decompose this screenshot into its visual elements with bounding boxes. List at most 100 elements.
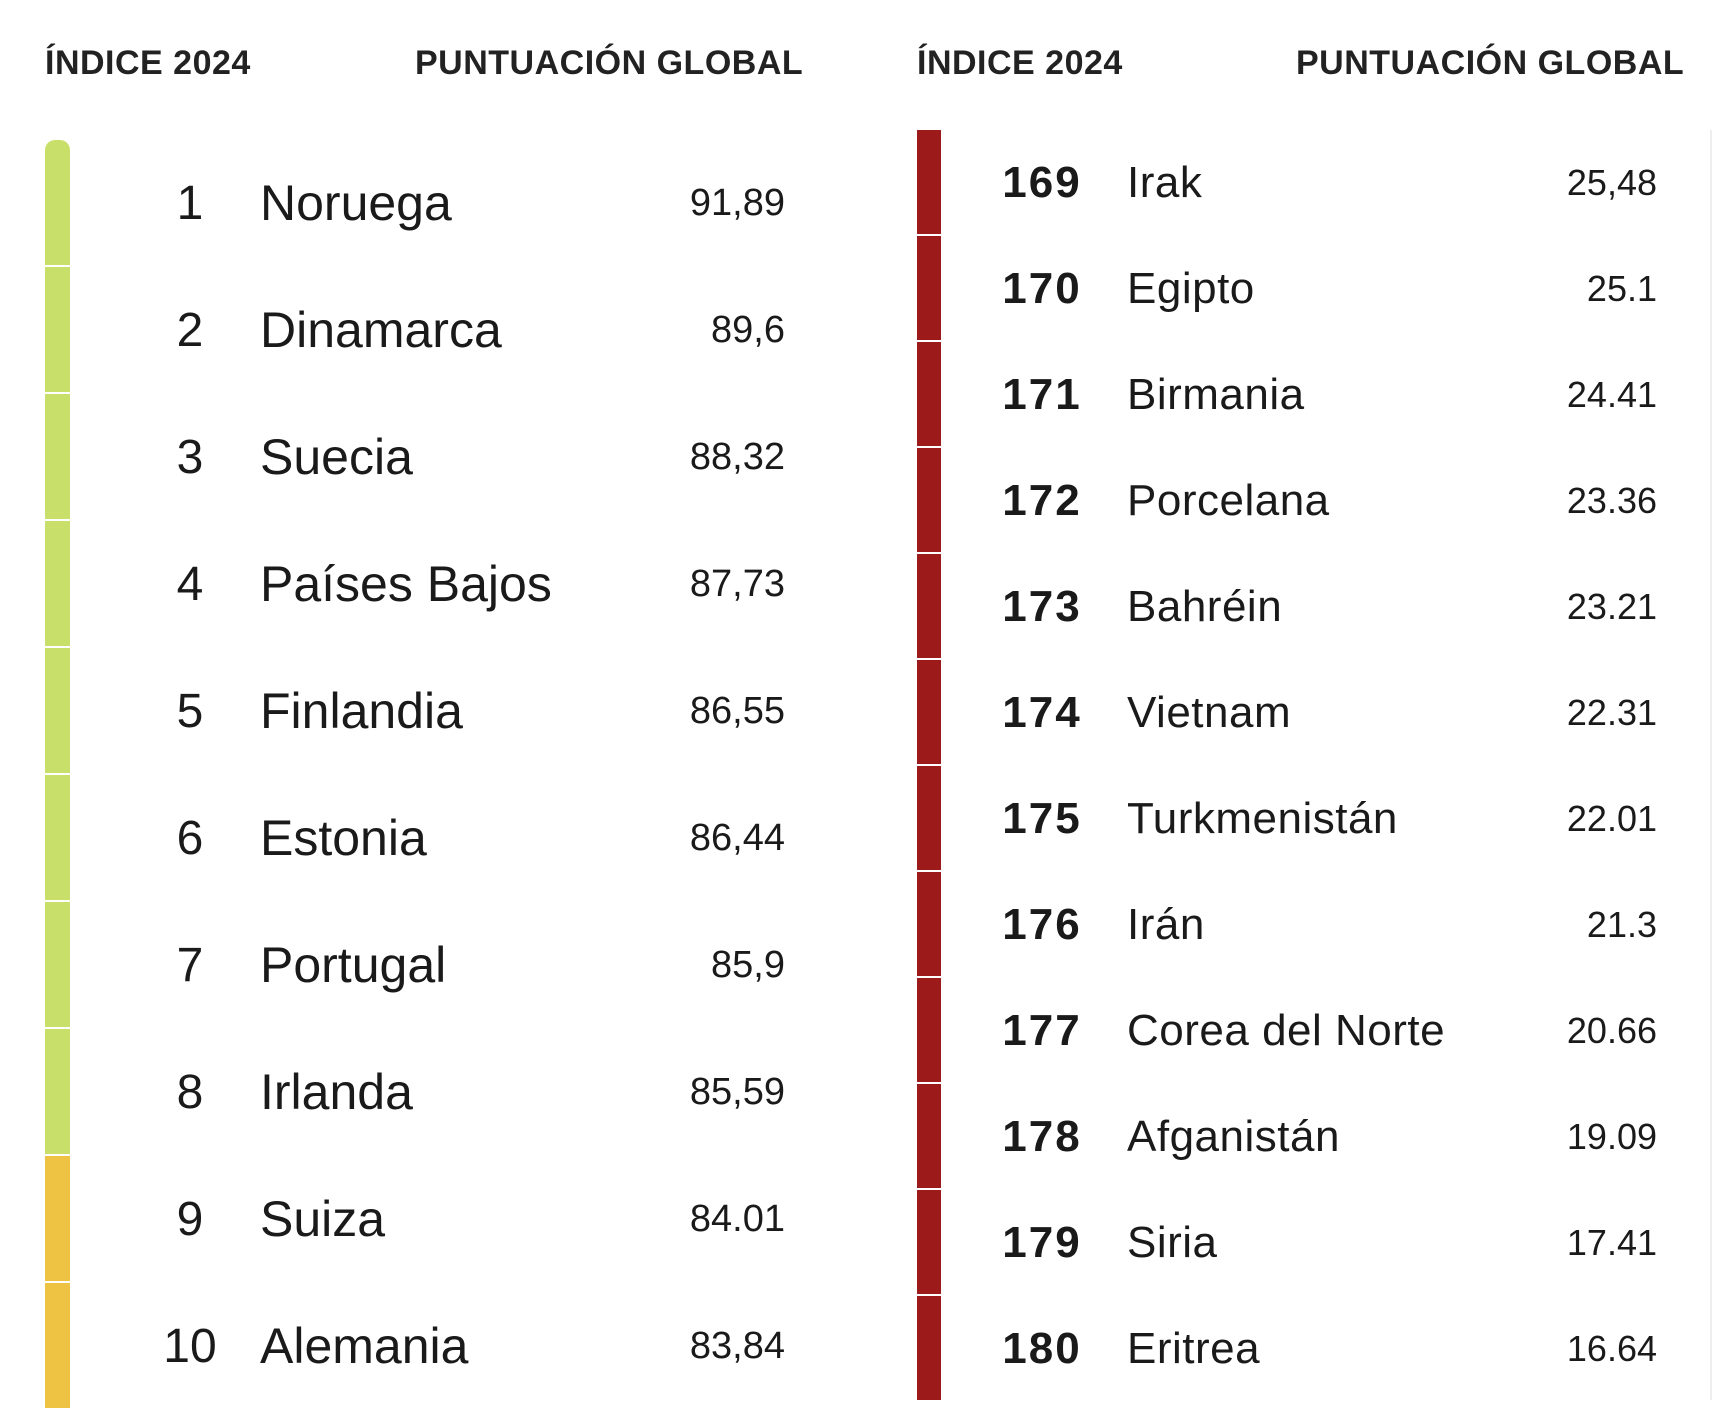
country-name: Países Bajos: [260, 556, 552, 612]
rank-value: 171: [1002, 370, 1082, 419]
country-name: Noruega: [260, 175, 452, 231]
table-row: 1 Noruega 91,89: [45, 140, 785, 267]
score-value: 23.21: [1566, 586, 1657, 627]
country-name: Eritrea: [1127, 1324, 1261, 1373]
table-row: 178 Afganistán 19.09: [917, 1084, 1697, 1190]
rank-value: 8: [176, 1066, 204, 1119]
score-color-bar: [917, 1190, 941, 1294]
rank-value: 9: [176, 1193, 204, 1246]
score-value: 86,55: [689, 690, 785, 732]
score-value: 86,44: [689, 817, 785, 859]
rank-value: 177: [1002, 1006, 1082, 1055]
rank-value: 2: [176, 304, 204, 357]
table-row: 9 Suiza 84.01: [45, 1156, 785, 1283]
country-name: Portugal: [260, 937, 447, 993]
country-name: Siria: [1127, 1218, 1218, 1267]
score-color-bar: [45, 267, 70, 392]
table-row: 180 Eritrea 16.64: [917, 1296, 1697, 1402]
score-color-bar: [917, 130, 941, 234]
score-value: 22.31: [1566, 692, 1657, 733]
table-row: 172 Porcelana 23.36: [917, 448, 1697, 554]
table-row: 6 Estonia 86,44: [45, 775, 785, 902]
score-color-bar: [45, 1029, 70, 1154]
score-color-bar: [45, 1283, 70, 1408]
global-score-header: PUNTUACIÓN GLOBAL: [1296, 44, 1685, 82]
country-name: Estonia: [260, 810, 427, 866]
country-name: Alemania: [260, 1318, 469, 1374]
score-color-bar: [45, 648, 70, 773]
table-row: 173 Bahréin 23.21: [917, 554, 1697, 660]
score-color-bar: [917, 236, 941, 340]
table-row: 169 Irak 25,48: [917, 130, 1697, 236]
table-row: 174 Vietnam 22.31: [917, 660, 1697, 766]
score-value: 24.41: [1566, 374, 1657, 415]
top-ranking-table: 1 Noruega 91,89 2 Dinamarca 89,6 3 Suecia 88,32 4…: [45, 140, 785, 1415]
score-value: 21.3: [1586, 904, 1657, 945]
score-value: 22.01: [1566, 798, 1657, 839]
country-name: Turkmenistán: [1127, 794, 1398, 843]
score-value: 85,59: [689, 1071, 785, 1113]
rank-value: 7: [176, 939, 204, 992]
score-value: 83,84: [689, 1325, 785, 1367]
country-name: Suecia: [260, 429, 413, 485]
score-color-bar: [917, 872, 941, 976]
country-name: Irlanda: [260, 1064, 413, 1120]
index-2024-header: ÍNDICE 2024: [45, 44, 251, 82]
score-color-bar: [45, 1156, 70, 1281]
score-value: 19.09: [1566, 1116, 1657, 1157]
country-name: Porcelana: [1127, 476, 1330, 525]
table-row: 171 Birmania 24.41: [917, 342, 1697, 448]
score-value: 16.64: [1566, 1328, 1657, 1369]
score-color-bar: [917, 554, 941, 658]
score-color-bar: [45, 394, 70, 519]
score-color-bar: [917, 660, 941, 764]
score-color-bar: [45, 775, 70, 900]
score-color-bar: [917, 978, 941, 1082]
rank-value: 1: [176, 177, 204, 230]
index-2024-header: ÍNDICE 2024: [917, 44, 1123, 82]
country-name: Finlandia: [260, 683, 463, 739]
score-color-bar: [917, 448, 941, 552]
score-color-bar: [917, 766, 941, 870]
rank-value: 4: [176, 558, 204, 611]
score-value: 20.66: [1566, 1010, 1657, 1051]
score-color-bar: [917, 1084, 941, 1188]
table-row: 10 Alemania 83,84: [45, 1283, 785, 1410]
table-row: 175 Turkmenistán 22.01: [917, 766, 1697, 872]
country-name: Irak: [1127, 158, 1203, 207]
score-value: 25,48: [1566, 162, 1657, 203]
score-color-bar: [45, 521, 70, 646]
country-name: Egipto: [1127, 264, 1255, 313]
table-row: 177 Corea del Norte 20.66: [917, 978, 1697, 1084]
table-row: 3 Suecia 88,32: [45, 394, 785, 521]
bottom-ranking-table: 169 Irak 25,48 170 Egipto 25.1 171 Birmania 24.4…: [917, 130, 1697, 1405]
rank-value: 175: [1002, 794, 1082, 843]
country-name: Corea del Norte: [1127, 1006, 1446, 1055]
table-row: 7 Portugal 85,9: [45, 902, 785, 1029]
score-color-bar: [917, 342, 941, 446]
top-ranking-panel: ÍNDICE 2024 PUNTUACIÓN GLOBAL 1 Noruega 9 1…: [0, 0, 860, 1408]
score-color-bar: [45, 140, 70, 265]
rank-value: 180: [1002, 1324, 1082, 1373]
rank-value: 176: [1002, 900, 1082, 949]
global-score-header: PUNTUACIÓN GLOBAL: [415, 44, 804, 82]
country-name: Suiza: [260, 1191, 386, 1247]
rank-value: 3: [176, 431, 204, 484]
table-row: 179 Siria 17.41: [917, 1190, 1697, 1296]
rank-value: 169: [1002, 158, 1082, 207]
country-name: Vietnam: [1127, 688, 1292, 737]
table-row: 2 Dinamarca 89,6: [45, 267, 785, 394]
table-row: 4 Países Bajos 87,73: [45, 521, 785, 648]
score-color-bar: [917, 1296, 941, 1400]
rank-value: 173: [1002, 582, 1082, 631]
rank-value: 10: [163, 1320, 217, 1373]
score-value: 84.01: [689, 1198, 785, 1240]
country-name: Bahréin: [1127, 582, 1283, 631]
rank-value: 172: [1002, 476, 1082, 525]
bottom-ranking-panel: ÍNDICE 2024 PUNTUACIÓN GLOBAL 169 Irak 25,…: [860, 0, 1714, 1400]
rank-value: 174: [1002, 688, 1082, 737]
score-value: 85,9: [711, 944, 785, 986]
score-value: 87,73: [689, 563, 785, 605]
score-value: 25.1: [1586, 268, 1657, 309]
table-row: 8 Irlanda 85,59: [45, 1029, 785, 1156]
